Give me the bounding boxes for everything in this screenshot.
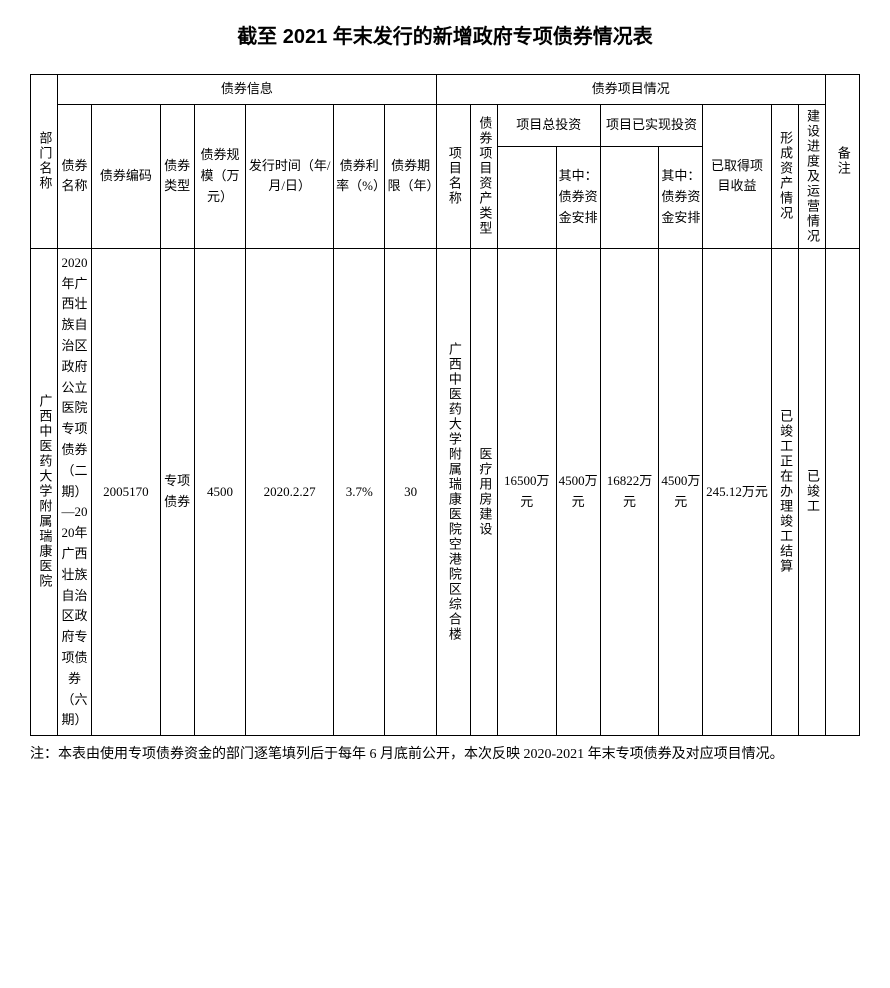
header-bond-info: 债券信息	[57, 75, 436, 105]
header-project-income: 已取得项目收益	[703, 104, 771, 248]
cell-project-income: 245.12万元	[703, 248, 771, 735]
header-bond-name: 债券名称	[57, 104, 91, 248]
header-construction-progress: 建设进度及运营情况	[798, 104, 825, 248]
header-realized-investment: 项目已实现投资	[600, 104, 703, 146]
header-asset-type: 债券项目资产类型	[471, 104, 498, 248]
cell-issue-time: 2020.2.27	[246, 248, 334, 735]
header-total-inv-bond: 其中：债券资金安排	[556, 147, 600, 249]
cell-bond-code: 2005170	[92, 248, 160, 735]
cell-total-investment: 16500万元	[497, 248, 556, 735]
header-project-name: 项目名称	[436, 104, 470, 248]
cell-realized-investment: 16822万元	[600, 248, 659, 735]
data-row: 广西中医药大学附属瑞康医院 2020年广西壮族自治区政府公立医院专项债券（二期）…	[31, 248, 860, 735]
header-realized-inv-bond: 其中：债券资金安排	[659, 147, 703, 249]
cell-bond-rate: 3.7%	[334, 248, 385, 735]
header-total-inv-blank	[497, 147, 556, 249]
cell-asset-formation: 已竣工正在办理竣工结算	[771, 248, 798, 735]
header-row-1: 部门名称 债券信息 债券项目情况 备注	[31, 75, 860, 105]
cell-bond-name: 2020年广西壮族自治区政府公立医院专项债券（二期）—2020年广西壮族自治区政…	[57, 248, 91, 735]
footnote: 注：本表由使用专项债券资金的部门逐笔填列后于每年 6 月底前公开，本次反映 20…	[30, 744, 860, 766]
header-row-2: 债券名称 债券编码 债券类型 债券规模（万元） 发行时间（年/月/日） 债券利率…	[31, 104, 860, 146]
cell-asset-type: 医疗用房建设	[471, 248, 498, 735]
cell-bond-type: 专项债券	[160, 248, 194, 735]
header-bond-type: 债券类型	[160, 104, 194, 248]
header-realized-inv-blank	[600, 147, 659, 249]
page-title: 截至 2021 年末发行的新增政府专项债券情况表	[30, 20, 860, 49]
header-project-info: 债券项目情况	[436, 75, 825, 105]
bond-table: 部门名称 债券信息 债券项目情况 备注 债券名称 债券编码 债券类型 债券规模（…	[30, 74, 860, 736]
header-bond-code: 债券编码	[92, 104, 160, 248]
cell-total-investment-bond: 4500万元	[556, 248, 600, 735]
header-bond-term: 债券期限（年）	[385, 104, 436, 248]
cell-dept: 广西中医药大学附属瑞康医院	[31, 248, 58, 735]
cell-realized-investment-bond: 4500万元	[659, 248, 703, 735]
cell-bond-scale: 4500	[194, 248, 245, 735]
cell-bond-term: 30	[385, 248, 436, 735]
cell-remark	[825, 248, 859, 735]
cell-project-name: 广西中医药大学附属瑞康医院空港院区综合楼	[436, 248, 470, 735]
cell-construction-progress: 已竣工	[798, 248, 825, 735]
header-bond-rate: 债券利率（%）	[334, 104, 385, 248]
header-bond-scale: 债券规模（万元）	[194, 104, 245, 248]
header-dept: 部门名称	[31, 75, 58, 249]
header-remark: 备注	[825, 75, 859, 249]
header-total-investment: 项目总投资	[497, 104, 600, 146]
header-issue-time: 发行时间（年/月/日）	[246, 104, 334, 248]
header-asset-formation: 形成资产情况	[771, 104, 798, 248]
